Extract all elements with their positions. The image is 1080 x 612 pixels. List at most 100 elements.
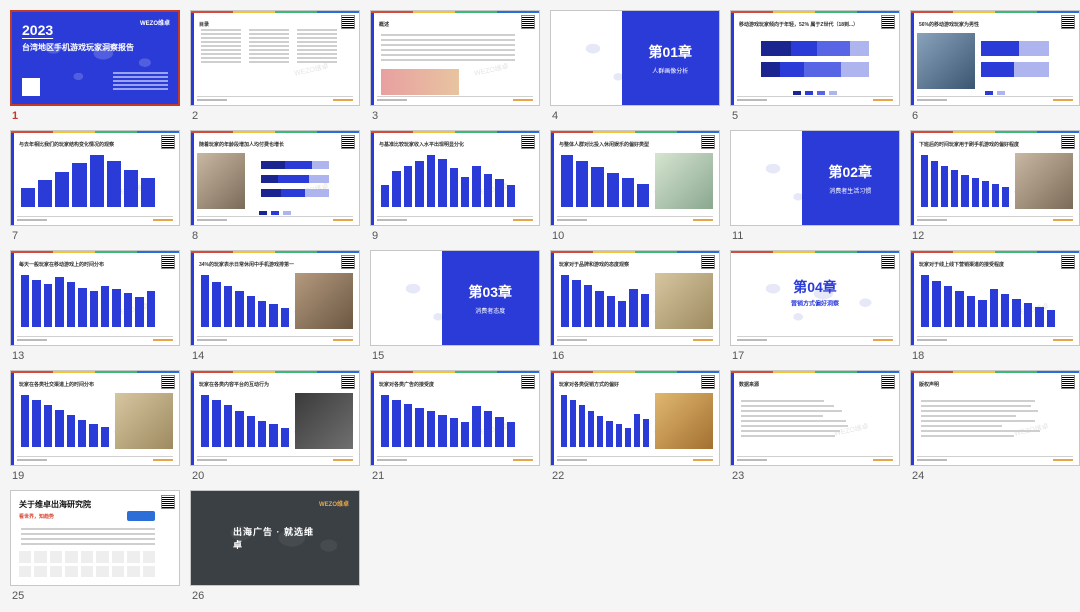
slide-number: 15 [370,350,540,362]
qr-code-icon [701,135,715,149]
slide-thumbnail[interactable]: 第03章消费者态度 [370,250,540,346]
slide-number: 12 [910,230,1080,242]
qr-code-icon [341,135,355,149]
thumbnail-cell: 移动游戏玩家倾向于年轻，52% 属于Z世代（18到...）WEZO维卓 5 [730,10,900,122]
slide-number: 23 [730,470,900,482]
slide-title: 56%的移动游戏玩家为男性 [919,21,979,28]
slide-title: 移动游戏玩家倾向于年轻，52% 属于Z世代（18到...） [739,21,858,28]
slide-title: 数据来源 [739,381,759,388]
slide-number: 25 [10,590,180,602]
slide-title: 与去年相比我们的玩家结构变化情况的观察 [19,141,114,148]
slide-title: 与整体人群对比投入休闲娱乐的偏好类型 [559,141,649,148]
slide-number: 7 [10,230,180,242]
slide-title: 玩家对各类促销方式的偏好 [559,381,619,388]
slide-thumbnail[interactable]: 随着玩家的年龄段增加人均付费也增长WEZO维卓 [190,130,360,226]
qr-code-icon [1061,15,1075,29]
thumbnail-cell: 版权声明WEZO维卓 24 [910,370,1080,482]
slide-thumbnail[interactable]: 每天一般玩家在移动游戏上的时间分布WEZO维卓 [10,250,180,346]
slide-thumbnail[interactable]: 关于维卓出海研究院看世界，知趋势 [10,490,180,586]
slide-thumbnail[interactable]: 与去年相比我们的玩家结构变化情况的观察WEZO维卓 [10,130,180,226]
slide-thumbnail[interactable]: 玩家对各类促销方式的偏好WEZO维卓 [550,370,720,466]
slide-thumbnail[interactable]: 玩家对各类广告的接受度WEZO维卓 [370,370,540,466]
thumbnail-cell: 第03章消费者态度 15 [370,250,540,362]
slide-thumbnail[interactable]: 第01章人群画像分析 [550,10,720,106]
slide-thumbnail[interactable]: 玩家在各类社交渠道上的时间分布WEZO维卓 [10,370,180,466]
slide-title: 概述 [379,21,389,28]
slide-thumbnail[interactable]: 出海广告 · 就选维卓WEZO维卓 [190,490,360,586]
thumbnail-cell: 玩家对于线上线下营销渠道的接受程度WEZO维卓 18 [910,250,1080,362]
qr-code-icon [881,255,895,269]
slide-title: 与基准比较玩家收入水平出现明显分化 [379,141,464,148]
thumbnail-cell: 数据来源WEZO维卓 23 [730,370,900,482]
thumbnail-cell: 第02章消费者生活习惯11 [730,130,900,242]
thumbnail-cell: 随着玩家的年龄段增加人均付费也增长WEZO维卓 8 [190,130,360,242]
thumbnail-cell: 第01章人群画像分析 4 [550,10,720,122]
slide-number: 4 [550,110,720,122]
slide-number: 9 [370,230,540,242]
slide-title: 下班后的时间玩家用于刷手机游戏的偏好程度 [919,141,1019,148]
qr-code-icon [161,375,175,389]
thumbnail-cell: 玩家对各类广告的接受度WEZO维卓 21 [370,370,540,482]
slide-thumbnail[interactable]: 2023台湾地区手机游戏玩家洞察报告WEZO维卓 [10,10,180,106]
slide-title: 版权声明 [919,381,939,388]
slide-thumbnail[interactable]: 第04章营销方式偏好洞察 [730,250,900,346]
slide-title: 玩家在各类社交渠道上的时间分布 [19,381,94,388]
slide-number: 3 [370,110,540,122]
qr-code-icon [161,255,175,269]
qr-code-icon [1061,135,1075,149]
slide-thumbnail[interactable]: 与基准比较玩家收入水平出现明显分化WEZO维卓 [370,130,540,226]
thumbnail-cell: 关于维卓出海研究院看世界，知趋势 25 [10,490,180,602]
qr-code-icon [341,255,355,269]
slide-number: 22 [550,470,720,482]
slide-thumbnail[interactable]: 56%的移动游戏玩家为男性WEZO维卓 [910,10,1080,106]
thumbnail-cell: 目录WEZO维卓2 [190,10,360,122]
thumbnail-cell: 玩家在各类内容平台的互动行为WEZO维卓 20 [190,370,360,482]
slide-number: 26 [190,590,360,602]
slide-thumbnail[interactable]: 第02章消费者生活习惯 [730,130,900,226]
thumbnail-cell: 下班后的时间玩家用于刷手机游戏的偏好程度WEZO维卓 12 [910,130,1080,242]
qr-code-icon [521,135,535,149]
thumbnail-cell: 与基准比较玩家收入水平出现明显分化WEZO维卓 9 [370,130,540,242]
slide-thumbnail[interactable]: 玩家对于品牌和游戏的态度观察WEZO维卓 [550,250,720,346]
qr-code-icon [881,15,895,29]
slide-thumbnail[interactable]: 目录WEZO维卓 [190,10,360,106]
qr-code-icon [161,135,175,149]
slide-thumbnail[interactable]: 数据来源WEZO维卓 [730,370,900,466]
slide-number: 10 [550,230,720,242]
slide-number: 24 [910,470,1080,482]
slide-number: 20 [190,470,360,482]
slide-thumbnail[interactable]: 玩家在各类内容平台的互动行为WEZO维卓 [190,370,360,466]
slide-title: 玩家对于品牌和游戏的态度观察 [559,261,629,268]
thumbnail-cell: 概述WEZO维卓 3 [370,10,540,122]
slide-thumbnail[interactable]: 玩家对于线上线下营销渠道的接受程度WEZO维卓 [910,250,1080,346]
slide-number: 5 [730,110,900,122]
slide-title: 随着玩家的年龄段增加人均付费也增长 [199,141,284,148]
slide-number: 16 [550,350,720,362]
qr-code-icon [521,375,535,389]
thumbnail-cell: 2023台湾地区手机游戏玩家洞察报告WEZO维卓 1 [10,10,180,122]
thumbnail-cell: 玩家对于品牌和游戏的态度观察WEZO维卓 16 [550,250,720,362]
qr-code-icon [1061,255,1075,269]
slide-thumbnail[interactable]: 概述WEZO维卓 [370,10,540,106]
slide-number: 8 [190,230,360,242]
thumbnail-cell: 第04章营销方式偏好洞察17 [730,250,900,362]
slide-number: 21 [370,470,540,482]
slide-title: 玩家在各类内容平台的互动行为 [199,381,269,388]
slide-thumbnail[interactable]: 移动游戏玩家倾向于年轻，52% 属于Z世代（18到...）WEZO维卓 [730,10,900,106]
slide-thumbnail[interactable]: 与整体人群对比投入休闲娱乐的偏好类型WEZO维卓 [550,130,720,226]
thumbnail-cell: 与去年相比我们的玩家结构变化情况的观察WEZO维卓 7 [10,130,180,242]
slide-number: 14 [190,350,360,362]
qr-code-icon [341,375,355,389]
qr-code-icon [701,375,715,389]
slide-number: 6 [910,110,1080,122]
slide-number: 1 [10,110,180,122]
slide-title: 目录 [199,21,209,28]
slide-title: 34%的玩家表示日常休闲中手机游戏排第一 [199,261,294,268]
slide-thumbnail[interactable]: 版权声明WEZO维卓 [910,370,1080,466]
slide-number: 13 [10,350,180,362]
qr-code-icon [341,15,355,29]
slide-thumbnail[interactable]: 34%的玩家表示日常休闲中手机游戏排第一WEZO维卓 [190,250,360,346]
slide-thumbnail[interactable]: 下班后的时间玩家用于刷手机游戏的偏好程度WEZO维卓 [910,130,1080,226]
contact-button[interactable] [127,511,155,521]
slide-number: 18 [910,350,1080,362]
